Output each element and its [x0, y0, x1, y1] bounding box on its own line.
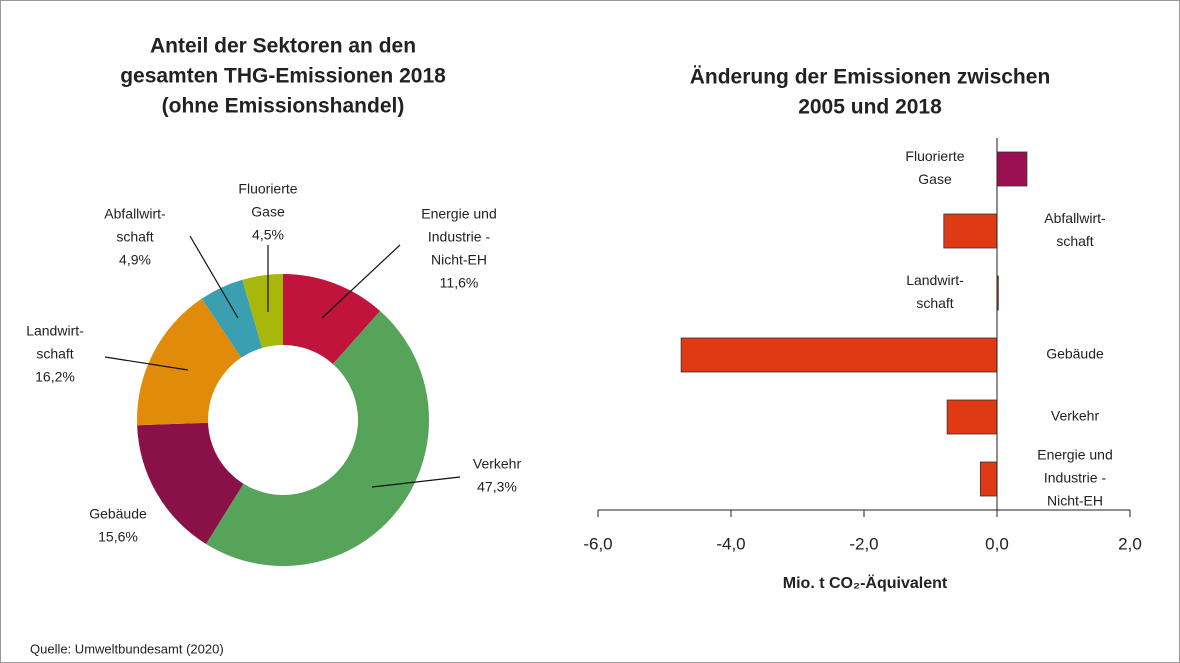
leader-line: [371, 476, 461, 488]
x-tick-label: 0,0: [985, 534, 1009, 553]
value-label: 15,6%: [98, 529, 138, 545]
donut-segment: [201, 279, 263, 358]
category-label: Fluorierte: [905, 148, 964, 164]
value-label: 47,3%: [477, 479, 517, 495]
chart-title: gesamten THG-Emissionen 2018: [120, 65, 446, 88]
chart-title: Anteil der Sektoren an den: [150, 35, 416, 58]
bar: [996, 151, 1028, 187]
chart-title: (ohne Emissionshandel): [162, 95, 405, 118]
category-label: schaft: [916, 295, 953, 311]
segment-label: Landwirt-: [26, 323, 84, 339]
leader-line: [189, 235, 239, 319]
x-axis-label: Mio. t CO₂-Äquivalent: [783, 574, 948, 592]
source: Quelle: Umweltbundesamt (2020): [30, 641, 224, 656]
category-label: Nicht-EH: [1047, 493, 1103, 509]
category-label: Gebäude: [1046, 346, 1104, 362]
segment-label: Abfallwirt-: [104, 206, 166, 222]
x-tick-label: -2,0: [849, 534, 878, 553]
bar: [979, 461, 998, 497]
segment-label: Energie und: [421, 206, 497, 222]
donut-segment: [206, 311, 430, 567]
segment-label: Gase: [251, 204, 285, 220]
bar: [680, 337, 998, 373]
donut-segment: [137, 298, 242, 426]
segment-label: schaft: [36, 346, 73, 362]
value-label: 4,9%: [119, 252, 151, 268]
bar: [946, 399, 998, 435]
segment-label: Gebäude: [89, 506, 147, 522]
donut-segment: [242, 274, 283, 348]
category-label: schaft: [1056, 233, 1093, 249]
category-label: Verkehr: [1051, 408, 1100, 424]
category-label: Landwirt-: [906, 272, 964, 288]
value-label: 4,5%: [252, 227, 284, 243]
bar: [943, 213, 998, 249]
category-label: Abfallwirt-: [1044, 210, 1106, 226]
value-label: 11,6%: [440, 275, 479, 291]
chart-title: 2005 und 2018: [798, 96, 942, 119]
donut-segment: [137, 422, 244, 545]
category-label: Energie und: [1037, 447, 1113, 463]
segment-label: Industrie -: [428, 229, 491, 245]
category-label: Gase: [918, 171, 952, 187]
segment-label: Verkehr: [473, 456, 522, 472]
chart-title: Änderung der Emissionen zwischen: [690, 66, 1051, 89]
donut-segment: [283, 274, 381, 365]
x-tick-label: -4,0: [716, 534, 745, 553]
x-tick-label: 2,0: [1118, 534, 1142, 553]
segment-label: Fluorierte: [238, 181, 297, 197]
value-label: 16,2%: [35, 369, 75, 385]
segment-label: Nicht-EH: [431, 252, 487, 268]
leader-line: [104, 356, 189, 371]
category-label: Industrie -: [1044, 470, 1107, 486]
x-tick-label: -6,0: [583, 534, 612, 553]
leader-line: [321, 244, 401, 319]
segment-label: schaft: [116, 229, 153, 245]
